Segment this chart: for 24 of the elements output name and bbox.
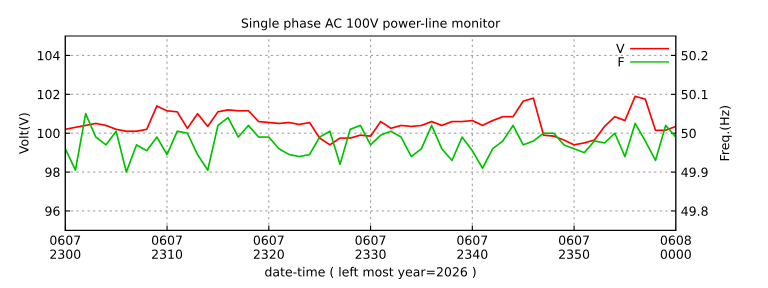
x-axis-title: date-time ( left most year=2026 ) bbox=[265, 266, 476, 280]
y-tick-label: 96 bbox=[45, 206, 60, 216]
y2-tick-label: 50 bbox=[682, 128, 696, 138]
legend-label: F bbox=[618, 57, 624, 66]
line-series bbox=[65, 95, 676, 146]
x-tick-label: 0607 2310 bbox=[152, 235, 182, 259]
y-tick-label: 104 bbox=[38, 50, 60, 60]
y-tick-label: 100 bbox=[38, 128, 60, 138]
x-tick-label: 0607 2340 bbox=[457, 235, 488, 259]
line-series bbox=[65, 112, 676, 173]
y2-axis-title: Freq.(Hz) bbox=[720, 106, 732, 160]
legend-label: V bbox=[616, 44, 624, 53]
y-axis-title: Volt(V) bbox=[18, 113, 30, 154]
y2-tick-label: 49.8 bbox=[681, 206, 708, 216]
x-tick-label: 0607 2330 bbox=[355, 235, 386, 259]
chart-title: Single phase AC 100V power-line monitor bbox=[242, 18, 500, 30]
y2-tick-label: 49.9 bbox=[681, 168, 708, 178]
y2-tick-label: 50.2 bbox=[682, 50, 708, 60]
x-tick-label: 0607 2300 bbox=[50, 235, 80, 259]
y-tick-label: 102 bbox=[38, 90, 60, 100]
y-tick-label: 98 bbox=[45, 168, 60, 178]
y2-tick-label: 50.1 bbox=[682, 90, 708, 100]
x-tick-label: 0608 0000 bbox=[660, 235, 691, 259]
x-tick-label: 0607 2350 bbox=[559, 235, 590, 259]
